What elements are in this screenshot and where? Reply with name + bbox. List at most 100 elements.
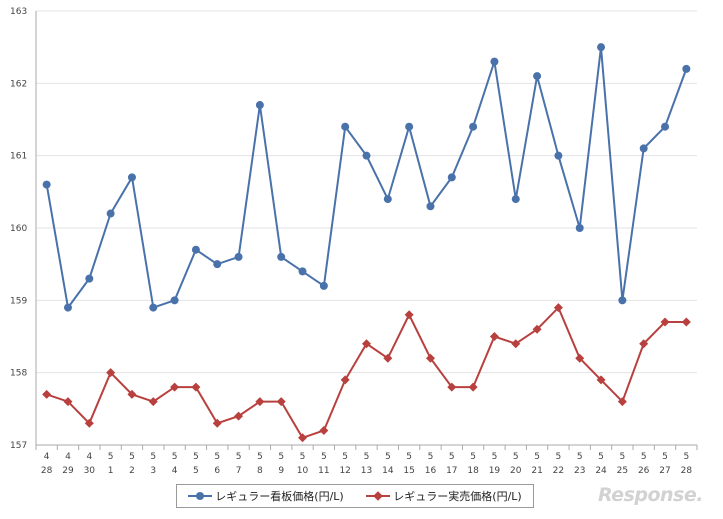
x-tick-day: 18: [467, 466, 479, 476]
y-tick-label: 159: [10, 296, 27, 306]
x-tick-day: 16: [425, 466, 437, 476]
data-point: [255, 101, 264, 110]
data-point: [447, 382, 457, 392]
data-point: [425, 353, 435, 363]
x-tick-day: 28: [681, 466, 693, 476]
x-tick-day: 13: [361, 466, 372, 476]
x-tick-day: 5: [193, 466, 199, 476]
x-tick-day: 17: [446, 466, 457, 476]
data-point: [234, 252, 243, 261]
x-tick-month: 5: [577, 452, 583, 462]
data-point: [319, 426, 329, 436]
x-tick-day: 28: [41, 466, 53, 476]
data-point: [617, 397, 627, 407]
x-tick-month: 5: [662, 452, 668, 462]
legend: レギュラー看板価格(円/L) レギュラー実売価格(円/L): [176, 484, 534, 508]
y-tick-label: 163: [10, 7, 27, 17]
x-tick-month: 5: [257, 452, 263, 462]
data-point: [319, 281, 328, 290]
y-axis-ticks: 157 158 159 160 161 162 163: [10, 7, 27, 451]
x-tick-day: 22: [553, 466, 564, 476]
x-tick-day: 8: [257, 466, 263, 476]
data-point: [660, 317, 670, 327]
x-tick-day: 29: [62, 466, 74, 476]
data-point: [191, 245, 200, 254]
x-tick-month: 5: [129, 452, 135, 462]
x-tick-month: 5: [620, 452, 626, 462]
data-point: [575, 353, 585, 363]
x-tick-day: 15: [403, 466, 414, 476]
x-tick-day: 20: [510, 466, 522, 476]
data-point: [447, 173, 456, 182]
legend-label-signboard: レギュラー看板価格(円/L): [215, 490, 344, 503]
data-point: [383, 353, 393, 363]
data-point: [63, 303, 72, 312]
diamond-marker-icon: [366, 491, 391, 501]
x-tick-day: 25: [617, 466, 628, 476]
data-point: [469, 122, 478, 131]
watermark-logo: Response.: [598, 484, 703, 506]
x-tick-day: 2: [129, 466, 135, 476]
legend-label-actual: レギュラー実売価格(円/L): [393, 490, 522, 503]
data-point: [511, 195, 520, 204]
data-point: [682, 64, 691, 73]
data-point: [468, 382, 478, 392]
x-tick-day: 30: [84, 466, 96, 476]
data-point: [618, 296, 627, 305]
x-tick-day: 10: [297, 466, 309, 476]
x-tick-month: 4: [44, 452, 50, 462]
data-point: [426, 202, 435, 211]
data-point: [234, 411, 244, 421]
x-tick-month: 5: [492, 452, 498, 462]
data-point: [404, 310, 414, 320]
x-tick-day: 23: [574, 466, 585, 476]
data-point: [362, 151, 371, 160]
data-point: [191, 382, 201, 392]
data-point: [681, 317, 691, 327]
x-tick-month: 5: [556, 452, 562, 462]
x-tick-day: 7: [236, 466, 242, 476]
x-tick-month: 5: [172, 452, 178, 462]
x-tick-day: 11: [318, 466, 329, 476]
x-tick-month: 5: [342, 452, 348, 462]
x-tick-day: 1: [108, 466, 114, 476]
legend-item-signboard: レギュラー看板価格(円/L): [188, 488, 344, 504]
data-point: [170, 296, 179, 305]
circle-marker-icon: [188, 491, 213, 501]
data-point: [276, 397, 286, 407]
data-point: [277, 252, 286, 261]
x-tick-day: 9: [278, 466, 284, 476]
x-tick-month: 4: [65, 452, 71, 462]
x-tick-month: 5: [513, 452, 519, 462]
x-tick-month: 5: [428, 452, 434, 462]
data-point: [127, 173, 136, 182]
data-point: [255, 397, 265, 407]
x-tick-day: 19: [489, 466, 501, 476]
x-tick-month: 5: [470, 452, 476, 462]
data-point: [149, 303, 158, 312]
x-tick-month: 5: [534, 452, 540, 462]
data-point: [554, 151, 563, 160]
data-point: [597, 43, 606, 52]
x-tick-day: 26: [638, 466, 650, 476]
data-point: [639, 144, 648, 153]
data-point: [575, 224, 584, 232]
series-group: [42, 43, 691, 443]
x-tick-day: 3: [150, 466, 156, 476]
x-tick-day: 12: [339, 466, 350, 476]
x-tick-month: 4: [86, 452, 92, 462]
data-point: [148, 397, 158, 407]
data-point: [553, 303, 563, 313]
data-point: [340, 375, 350, 385]
x-tick-month: 5: [150, 452, 156, 462]
x-tick-month: 5: [598, 452, 604, 462]
data-point: [106, 209, 115, 218]
x-tick-month: 5: [641, 452, 647, 462]
x-tick-month: 5: [193, 452, 199, 462]
data-point: [405, 122, 414, 131]
legend-item-actual: レギュラー実売価格(円/L): [366, 488, 522, 504]
data-point: [511, 339, 521, 349]
data-point: [383, 195, 392, 204]
x-tick-month: 5: [278, 452, 284, 462]
x-axis-ticks: 4284294305152535455565758595105115125135…: [35, 445, 698, 476]
